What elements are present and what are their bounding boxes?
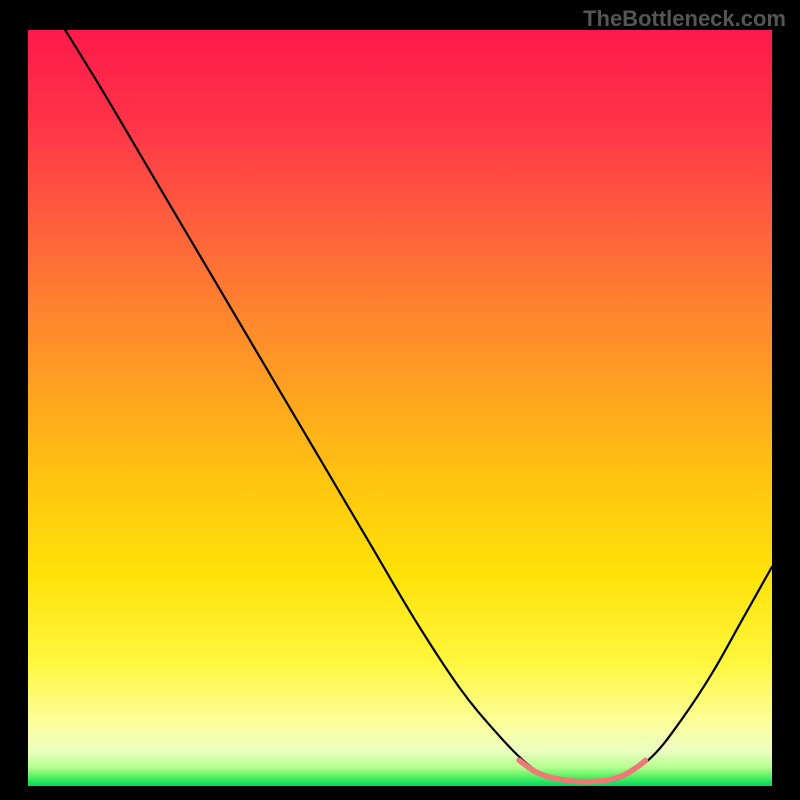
gradient-background (28, 30, 772, 786)
bottleneck-chart-svg (0, 0, 800, 800)
watermark-label: TheBottleneck.com (583, 6, 786, 32)
chart-stage: TheBottleneck.com (0, 0, 800, 800)
